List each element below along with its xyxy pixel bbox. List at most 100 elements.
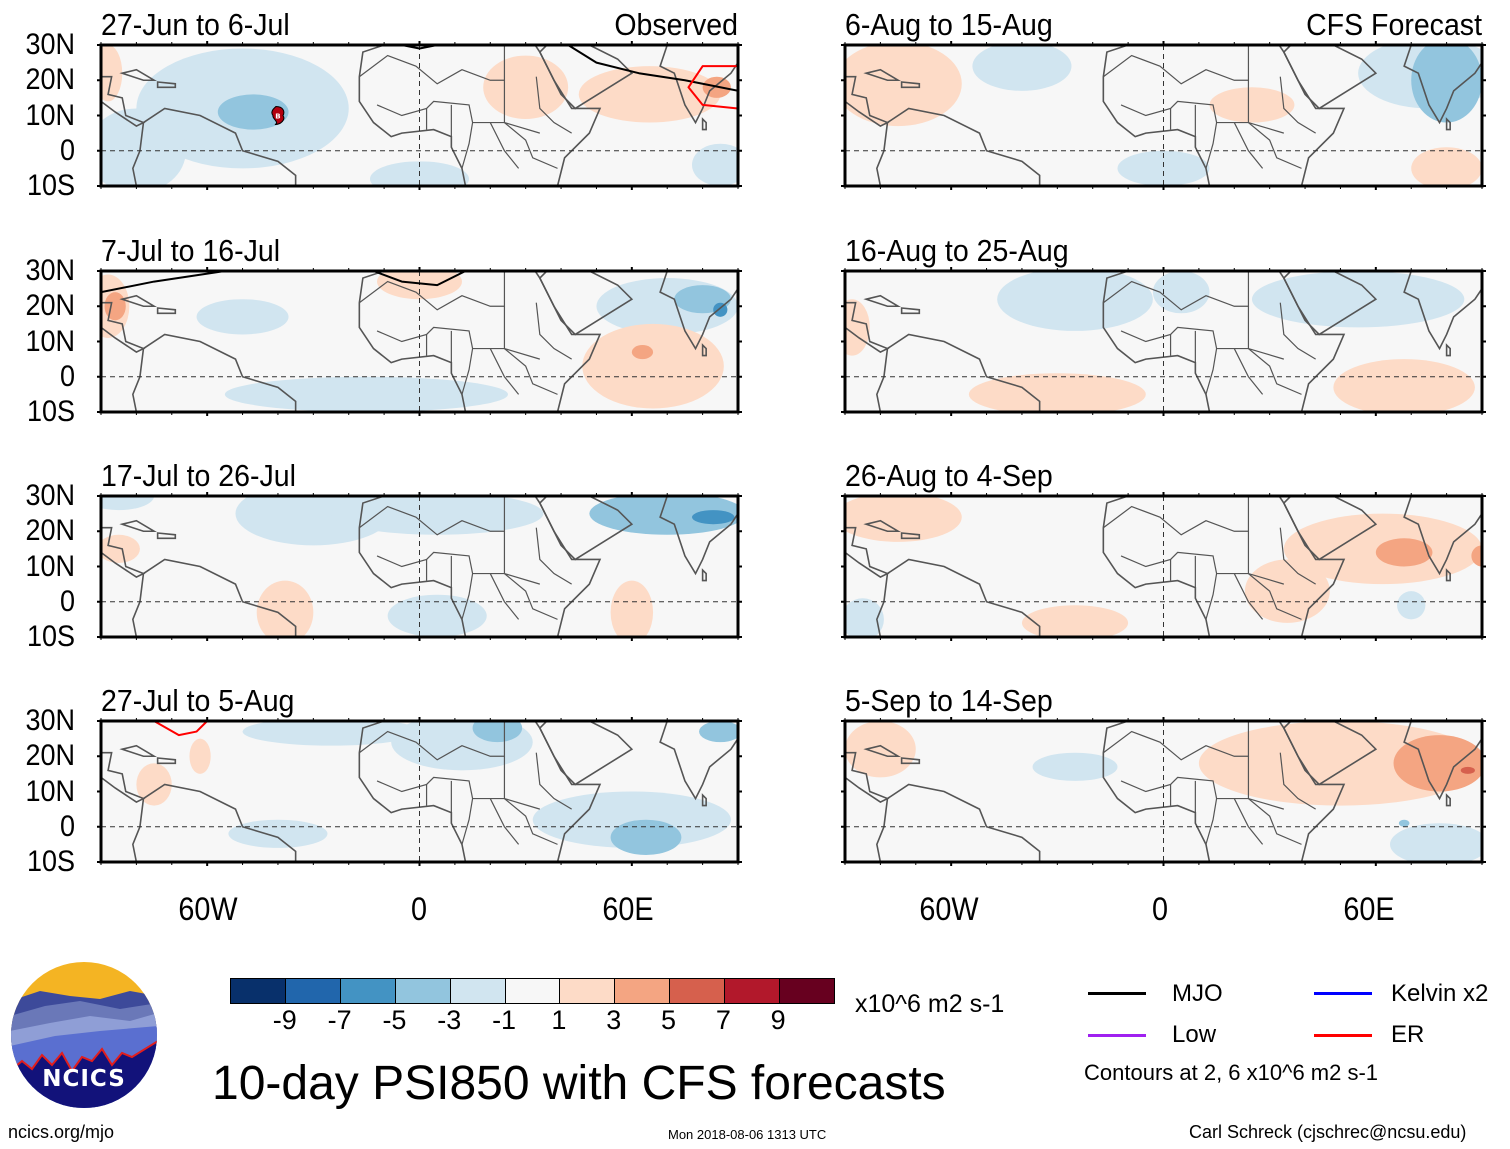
country-border xyxy=(1279,527,1316,585)
colorbar-tick-label: -9 xyxy=(272,1005,297,1035)
legend-line-mjo xyxy=(1088,992,1146,995)
negative-anomaly-region xyxy=(691,510,735,525)
coastline xyxy=(1282,496,1378,561)
coastline xyxy=(876,107,1041,186)
map-plot xyxy=(841,717,1486,866)
y-tick-label: 30N xyxy=(25,28,76,61)
coastline xyxy=(156,757,177,765)
colorbar-units: x10^6 m2 s-1 xyxy=(855,990,1005,1018)
colorbar-swatch xyxy=(724,979,780,1003)
panel-tag: Observed xyxy=(614,7,738,42)
panel-title: 16-Aug to 25-Aug xyxy=(845,233,1069,268)
country-border xyxy=(376,776,540,810)
positive-anomaly-region xyxy=(101,45,123,102)
country-border xyxy=(1247,80,1302,169)
map-plot: B xyxy=(97,41,742,190)
colorbar-swatch xyxy=(779,979,834,1003)
country-border xyxy=(535,752,572,810)
y-tick-label: 20N xyxy=(25,289,76,323)
map-plot xyxy=(841,492,1486,641)
positive-anomaly-region xyxy=(1393,735,1482,792)
author-credit: Carl Schreck (cjschrec@ncsu.edu) xyxy=(1189,1122,1467,1142)
coastline xyxy=(845,526,890,578)
positive-anomaly-region xyxy=(377,271,462,300)
country-border xyxy=(1205,573,1218,620)
country-border xyxy=(1205,798,1218,845)
country-border xyxy=(1279,76,1316,134)
coastline xyxy=(358,45,602,186)
logo-text: NCICS xyxy=(42,1066,126,1092)
positive-anomaly-region xyxy=(483,55,569,120)
colorbar-swatch xyxy=(449,979,505,1003)
y-tick-label: 30N xyxy=(25,479,76,512)
coastline xyxy=(1403,271,1482,351)
mjo-contour xyxy=(567,45,738,92)
positive-anomaly-region xyxy=(1460,766,1475,774)
coastline xyxy=(659,45,738,125)
country-border xyxy=(1205,122,1218,169)
colorbar-tick-label: 1 xyxy=(551,1005,567,1035)
negative-anomaly-region xyxy=(387,594,487,637)
positive-anomaly-region xyxy=(845,721,916,778)
y-tick-label: 10N xyxy=(25,98,76,132)
panel-tag: CFS Forecast xyxy=(1306,7,1482,42)
coastline xyxy=(156,81,177,89)
panel-title: 7-Jul to 16-Jul xyxy=(101,233,281,268)
mjo-contour xyxy=(373,271,466,287)
negative-anomaly-region xyxy=(1398,819,1410,827)
coastline xyxy=(119,744,157,758)
colorbar-swatch xyxy=(339,979,395,1003)
negative-anomaly-region xyxy=(331,496,544,535)
country-border xyxy=(1102,45,1250,85)
coastline xyxy=(701,568,707,582)
coastline xyxy=(132,783,297,862)
coastline xyxy=(659,271,738,351)
website-link[interactable]: ncics.org/mjo xyxy=(8,1122,115,1142)
coastline xyxy=(538,721,634,786)
coastline xyxy=(101,526,146,578)
map-plot xyxy=(97,717,742,866)
colorbar-swatch xyxy=(559,979,615,1003)
negative-anomaly-region xyxy=(217,94,289,130)
legend-line-low xyxy=(1088,1034,1146,1037)
x-tick-label-right-0: 0 xyxy=(1151,891,1169,927)
positive-anomaly-region xyxy=(1209,87,1295,123)
y-tick-label: 10N xyxy=(25,774,76,808)
positive-anomaly-region xyxy=(1333,359,1475,412)
country-border xyxy=(376,551,540,585)
negative-anomaly-region xyxy=(101,108,186,186)
country-border xyxy=(503,306,558,395)
coastline xyxy=(900,81,921,89)
coastline xyxy=(1282,271,1378,336)
positive-anomaly-region xyxy=(104,292,126,321)
panel-title: 5-Sep to 14-Sep xyxy=(845,683,1053,718)
y-tick-label: 10S xyxy=(26,845,75,878)
y-tick-label: 30N xyxy=(25,254,76,287)
negative-anomaly-region xyxy=(1390,823,1482,862)
positive-anomaly-region xyxy=(610,580,654,637)
coastline xyxy=(1403,496,1482,576)
coastline xyxy=(1445,568,1451,582)
country-border xyxy=(1247,756,1302,845)
x-tick-label-right-60w: 60W xyxy=(919,891,979,927)
negative-anomaly-region xyxy=(845,598,884,637)
country-border xyxy=(1233,798,1264,845)
country-border xyxy=(1102,271,1250,311)
negative-anomaly-region xyxy=(1117,150,1210,186)
negative-anomaly-region xyxy=(972,45,1072,91)
country-border xyxy=(461,573,474,620)
negative-anomaly-region xyxy=(699,721,738,743)
colorbar-tick-label: -3 xyxy=(437,1005,462,1035)
negative-anomaly-region xyxy=(228,819,328,848)
country-border xyxy=(1120,326,1284,360)
colorbar-swatch xyxy=(614,979,670,1003)
negative-anomaly-region xyxy=(713,302,728,317)
coastline xyxy=(119,294,157,308)
country-border xyxy=(1247,306,1302,395)
map-plot xyxy=(841,267,1486,416)
legend-label-kelvin: Kelvin x2 xyxy=(1391,980,1489,1007)
country-border xyxy=(358,721,506,761)
positive-anomaly-region xyxy=(1411,147,1482,186)
coastline xyxy=(1445,343,1451,357)
country-border xyxy=(489,122,520,169)
